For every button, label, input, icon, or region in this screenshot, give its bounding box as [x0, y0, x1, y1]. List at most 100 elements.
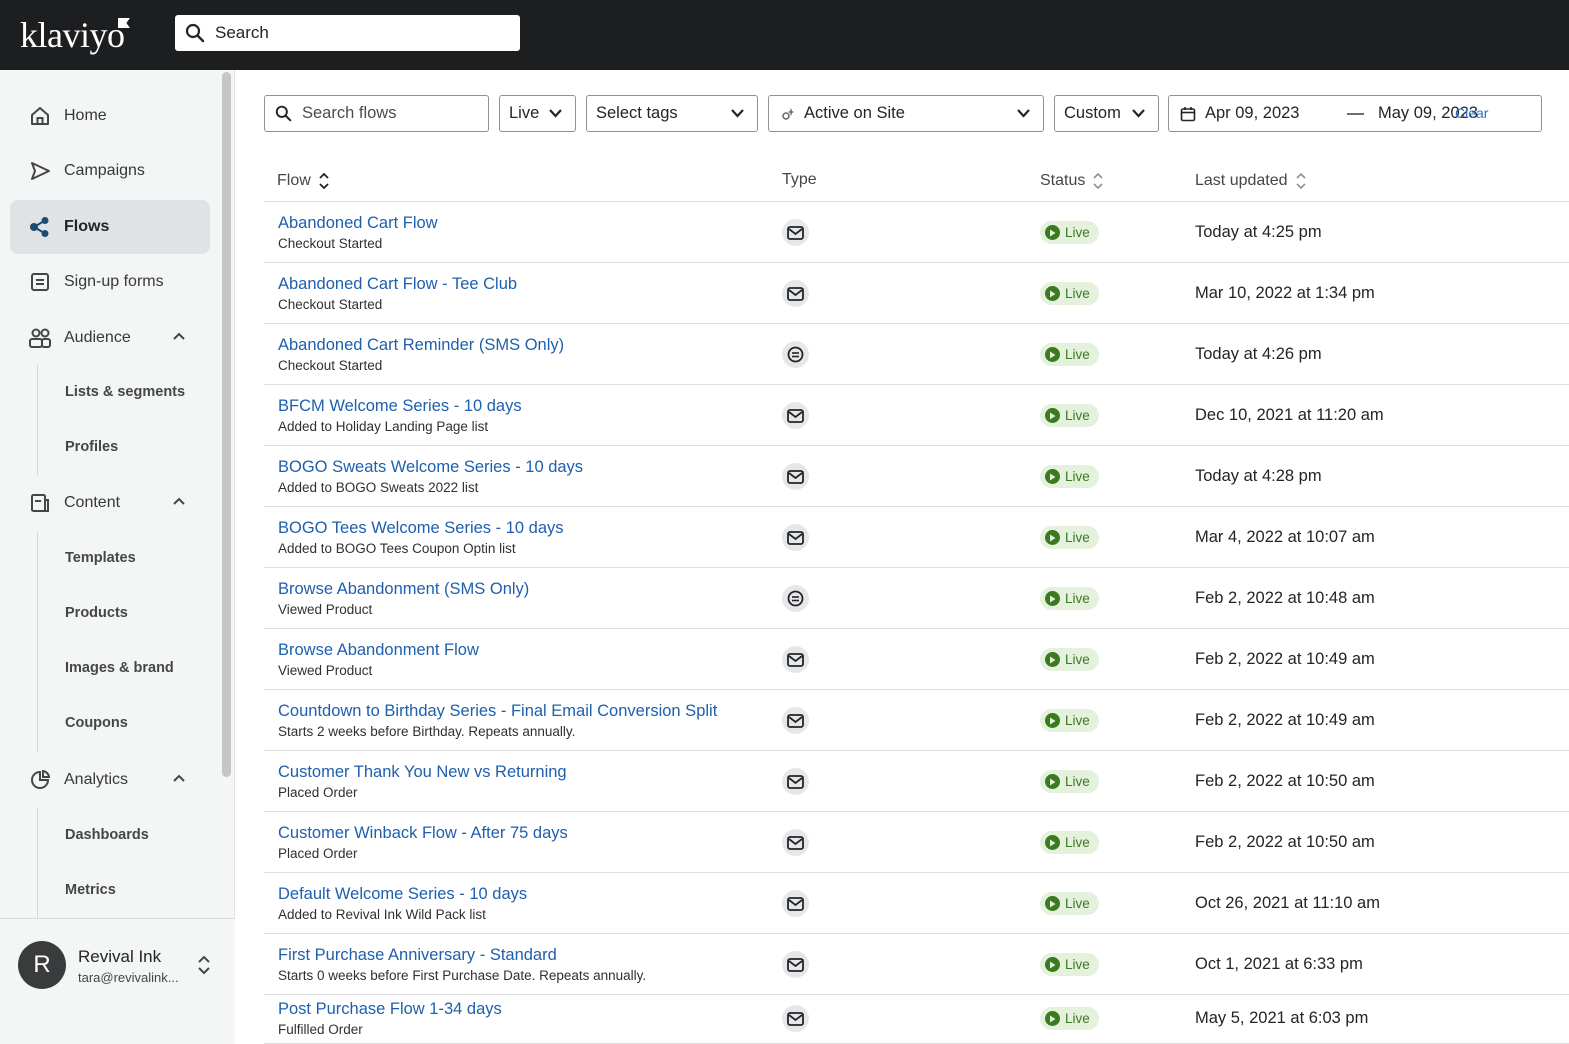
sparkle-icon [782, 107, 794, 120]
email-icon [782, 707, 809, 734]
clear-date-link[interactable]: Clear [1455, 105, 1489, 121]
search-flows-input[interactable] [302, 104, 472, 123]
sidebar-subitem-templates[interactable]: Templates [65, 550, 136, 566]
flow-name-link[interactable]: Post Purchase Flow 1-34 days [278, 1000, 502, 1018]
flow-name-link[interactable]: Default Welcome Series - 10 days [278, 885, 528, 903]
email-icon [782, 829, 809, 856]
date-picker[interactable]: Apr 09, 2023 May 09, 2023 [1168, 95, 1542, 132]
flow-name-link[interactable]: Countdown to Birthday Series - Final Ema… [278, 702, 718, 720]
sort-icon [1295, 172, 1306, 190]
table-row[interactable]: BOGO Sweats Welcome Series - 10 days Adde… [264, 446, 1569, 507]
flow-trigger: Placed Order [278, 846, 358, 861]
sidebar-subitem-images-brand[interactable]: Images & brand [65, 660, 174, 676]
flow-name-link[interactable]: Abandoned Cart Flow - Tee Club [278, 275, 518, 293]
sidebar-scrollbar[interactable] [222, 72, 231, 777]
klaviyo-logo[interactable]: klaviyo [20, 15, 125, 55]
date-to[interactable]: May 09, 2023 [1378, 104, 1478, 122]
chevron-up-icon[interactable] [172, 496, 186, 506]
table-row[interactable]: Countdown to Birthday Series - Final Ema… [264, 690, 1569, 751]
status-label: Live [1065, 530, 1090, 545]
trigger-filter-dropdown[interactable]: Active on Site [768, 95, 1044, 132]
email-icon [782, 463, 809, 490]
table-row[interactable]: Browse Abandonment Flow Viewed Product Liv… [264, 629, 1569, 690]
play-icon [1045, 1011, 1060, 1026]
flow-name-link[interactable]: Browse Abandonment Flow [278, 641, 479, 659]
sidebar-subitem-coupons[interactable]: Coupons [65, 715, 128, 731]
sidebar-subitem-profiles[interactable]: Profiles [65, 439, 119, 455]
date-range-dropdown[interactable]: Custom [1054, 95, 1159, 132]
chevron-updown-icon[interactable] [196, 953, 212, 977]
global-search[interactable] [175, 15, 520, 51]
sub-nav-divider [37, 532, 38, 752]
sidebar-item-home[interactable]: Home [10, 89, 210, 143]
column-label: Status [1040, 172, 1086, 189]
column-status[interactable]: Status [1040, 171, 1104, 191]
table-row[interactable]: Default Welcome Series - 10 days Added to… [264, 873, 1569, 934]
sidebar-subitem-products[interactable]: Products [65, 605, 128, 621]
table-row[interactable]: Abandoned Cart Flow Checkout Started Live T… [264, 202, 1569, 263]
chevron-up-icon[interactable] [172, 331, 186, 341]
email-icon [782, 402, 809, 429]
flow-name-link[interactable]: First Purchase Anniversary - Standard [278, 946, 557, 964]
status-badge: Live [1040, 709, 1099, 732]
last-updated: Mar 10, 2022 at 1:34 pm [1195, 284, 1375, 302]
table-row[interactable]: Browse Abandonment (SMS Only) Viewed Prod… [264, 568, 1569, 629]
flow-trigger: Viewed Product [278, 663, 373, 678]
flow-name-link[interactable]: Customer Thank You New vs Returning [278, 763, 567, 781]
flow-name-link[interactable]: BOGO Tees Welcome Series - 10 days [278, 519, 564, 537]
status-label: Live [1065, 347, 1090, 362]
flow-name-link[interactable]: Customer Winback Flow - After 75 days [278, 824, 568, 842]
status-badge: Live [1040, 221, 1099, 244]
flow-name-link[interactable]: BFCM Welcome Series - 10 days [278, 397, 522, 415]
table-row[interactable]: First Purchase Anniversary - Standard Sta… [264, 934, 1569, 995]
sidebar-item-flows[interactable]: Flows [10, 200, 210, 254]
table-row[interactable]: BFCM Welcome Series - 10 days Added to Ho… [264, 385, 1569, 446]
table-row[interactable]: BOGO Tees Welcome Series - 10 days Added … [264, 507, 1569, 568]
sidebar-item-analytics[interactable]: Analytics [10, 753, 210, 807]
play-icon [1045, 591, 1060, 606]
chevron-down-icon [1132, 109, 1145, 118]
sidebar-item-label: Sign-up forms [64, 273, 164, 290]
sidebar-item-campaigns[interactable]: Campaigns [10, 144, 210, 198]
sidebar-item-content[interactable]: Content [10, 476, 210, 530]
status-label: Live [1065, 469, 1090, 484]
global-search-input[interactable] [215, 23, 495, 43]
email-icon [782, 524, 809, 551]
flow-name-link[interactable]: Abandoned Cart Reminder (SMS Only) [278, 336, 565, 354]
sidebar-subitem-lists-segments[interactable]: Lists & segments [65, 384, 186, 400]
flow-name-link[interactable]: Abandoned Cart Flow [278, 214, 438, 232]
status-filter-dropdown[interactable]: Live [499, 95, 576, 132]
tags-filter-dropdown[interactable]: Select tags [586, 95, 758, 132]
sidebar-item-audience[interactable]: Audience [10, 311, 210, 365]
search-icon [185, 23, 205, 43]
search-flows-field[interactable] [264, 95, 489, 132]
table-row[interactable]: Customer Winback Flow - After 75 days Pla… [264, 812, 1569, 873]
sidebar-item-signup-forms[interactable]: Sign-up forms [10, 255, 210, 309]
column-flow[interactable]: Flow [277, 171, 330, 191]
date-from[interactable]: Apr 09, 2023 [1205, 104, 1300, 122]
column-last-updated[interactable]: Last updated [1195, 171, 1307, 191]
flow-trigger: Starts 0 weeks before First Purchase Dat… [278, 968, 647, 983]
table-row[interactable]: Customer Thank You New vs Returning Place… [264, 751, 1569, 812]
table-row[interactable]: Abandoned Cart Reminder (SMS Only) Checko… [264, 324, 1569, 385]
search-icon [275, 105, 292, 122]
column-label: Flow [277, 172, 311, 189]
column-label: Type [782, 171, 817, 188]
email-icon [782, 280, 809, 307]
last-updated: Today at 4:26 pm [1195, 345, 1322, 363]
flow-name-link[interactable]: BOGO Sweats Welcome Series - 10 days [278, 458, 584, 476]
flow-trigger: Added to Revival Ink Wild Pack list [278, 907, 486, 922]
table-row[interactable]: Abandoned Cart Flow - Tee Club Checkout S… [264, 263, 1569, 324]
flow-trigger: Checkout Started [278, 297, 383, 312]
email-icon [782, 890, 809, 917]
sms-icon [782, 341, 809, 368]
sidebar-subitem-dashboards[interactable]: Dashboards [65, 827, 149, 843]
play-icon [1045, 286, 1060, 301]
play-icon [1045, 225, 1060, 240]
flow-name-link[interactable]: Browse Abandonment (SMS Only) [278, 580, 530, 598]
chevron-up-icon[interactable] [172, 773, 186, 783]
play-icon [1045, 530, 1060, 545]
account-switcher[interactable]: R Revival Ink tara@revivalink... [0, 918, 235, 1044]
table-row[interactable]: Post Purchase Flow 1-34 days Fulfilled Or… [264, 988, 1569, 1044]
sidebar-subitem-metrics[interactable]: Metrics [65, 882, 116, 898]
